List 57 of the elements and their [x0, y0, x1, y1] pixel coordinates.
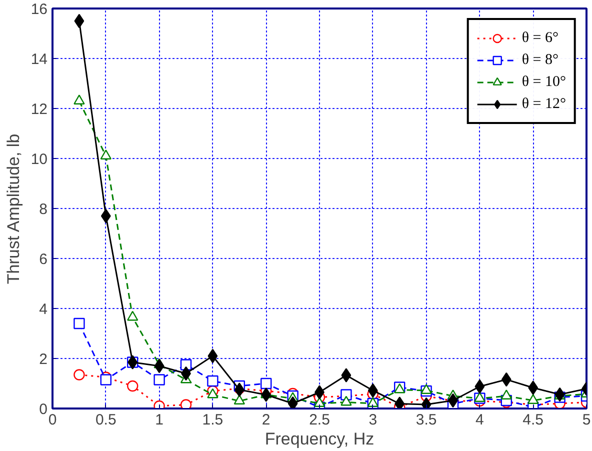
point: [501, 372, 512, 387]
point: [420, 384, 432, 394]
x-tick-label: 4: [476, 412, 484, 428]
point: [340, 396, 352, 406]
x-tick-label: 2.5: [309, 412, 330, 428]
point: [368, 383, 378, 398]
point: [74, 94, 85, 104]
x-tick-label: 3.5: [416, 412, 437, 428]
point: [127, 310, 138, 321]
y-tick-label: 14: [30, 51, 48, 68]
x-axis-title: Frequency, Hz: [264, 430, 374, 448]
legend-label: θ = 10°: [522, 74, 566, 90]
point: [260, 378, 272, 390]
legend-label: θ = 6°: [522, 30, 558, 46]
point: [394, 396, 405, 408]
x-tick-label: 1.5: [202, 412, 224, 428]
point: [234, 382, 244, 397]
y-tick-label: 16: [30, 1, 48, 18]
point: [500, 390, 512, 400]
point: [528, 394, 539, 404]
point: [74, 369, 85, 380]
x-tick-label: 5: [582, 412, 591, 428]
point: [474, 379, 485, 394]
point: [208, 348, 218, 364]
point: [234, 394, 245, 404]
point: [207, 388, 218, 398]
point: [207, 375, 218, 387]
point: [528, 380, 538, 395]
point: [100, 150, 112, 160]
x-tick-label: 4.5: [522, 412, 544, 428]
point: [74, 14, 84, 28]
point: [554, 387, 565, 402]
x-tick-label: 1: [155, 412, 164, 428]
y-tick-label: 4: [39, 301, 48, 318]
point: [154, 358, 164, 374]
point: [288, 396, 298, 408]
point: [154, 374, 165, 386]
point: [127, 380, 138, 392]
point: [261, 388, 272, 402]
point: [74, 318, 85, 330]
y-tick-label: 2: [39, 351, 48, 368]
x-tick-label: 2: [262, 412, 270, 428]
point: [341, 368, 352, 382]
point: [314, 397, 326, 407]
legend-label: θ = 8°: [522, 52, 558, 68]
x-tick-label: 0.5: [95, 412, 116, 428]
y-tick-label: 6: [39, 251, 48, 268]
point: [180, 399, 192, 408]
legend-label: θ = 12°: [522, 96, 566, 112]
y-tick-label: 12: [30, 101, 48, 118]
point: [100, 208, 111, 224]
y-tick-label: 8: [39, 201, 48, 218]
x-tick-label: 3: [368, 412, 378, 428]
y-tick-label: 0: [39, 401, 48, 418]
y-tick-label: 10: [30, 151, 48, 168]
y-axis-title: Thrust Amplitude, lb: [4, 134, 23, 284]
point: [100, 374, 112, 386]
